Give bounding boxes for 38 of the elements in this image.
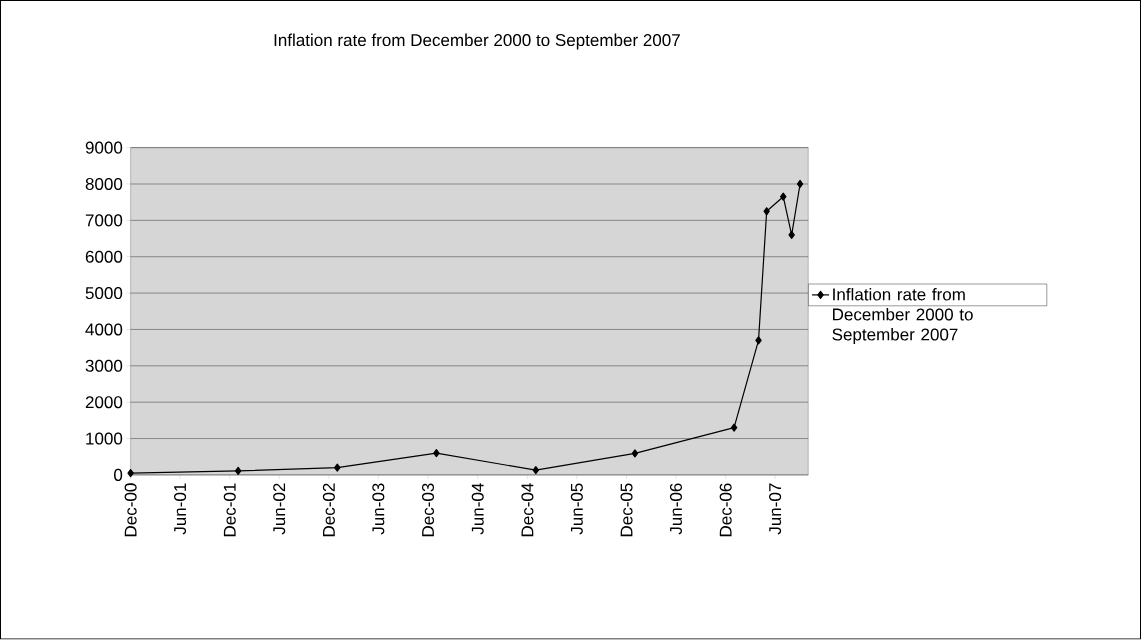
x-tick-label: Dec-01 <box>223 483 236 537</box>
x-tick-label: Jun-06 <box>669 483 682 535</box>
y-tick-label: 3000 <box>85 360 123 373</box>
y-tick-label: 4000 <box>85 323 123 336</box>
point <box>532 466 540 475</box>
y-tick-label: 0 <box>114 469 123 482</box>
x-tick-label: Jun-05 <box>570 483 583 535</box>
point <box>755 336 762 345</box>
point <box>433 449 440 458</box>
x-tick-label: Dec-03 <box>421 483 435 537</box>
point <box>763 207 770 216</box>
y-tick-label: 9000 <box>85 141 123 154</box>
y-tick-label: 5000 <box>85 287 123 300</box>
point <box>796 180 804 189</box>
legend-label: Inflation rate from December 2000 to September 2007 <box>832 288 973 345</box>
x-tick-label: Dec-06 <box>719 483 732 537</box>
point <box>234 467 242 476</box>
point <box>780 192 787 202</box>
x-tick-label: Dec-02 <box>322 483 335 537</box>
point <box>334 463 341 472</box>
y-tick-label: 1000 <box>86 432 123 445</box>
x-tick-label: Dec-04 <box>521 483 534 537</box>
x-tick-label: Jun-04 <box>471 483 484 535</box>
point <box>788 231 795 240</box>
y-tick-label: 7000 <box>85 214 123 227</box>
point <box>730 423 738 432</box>
x-tick-label: Jun-07 <box>769 483 782 535</box>
point <box>631 449 639 458</box>
x-tick-label: Jun-02 <box>273 483 286 535</box>
y-tick-label: 6000 <box>85 250 123 263</box>
x-tick-label: Dec-05 <box>620 483 633 537</box>
x-tick-label: Jun-03 <box>372 483 385 535</box>
x-tick-label: Dec-00 <box>124 483 137 537</box>
point <box>127 469 134 478</box>
y-tick-label: 8000 <box>85 178 123 191</box>
y-tick-label: 2000 <box>85 396 123 409</box>
chart-title: Inflation rate from December 2000 to September 2007 <box>274 33 680 50</box>
x-tick-label: Jun-01 <box>174 483 187 535</box>
